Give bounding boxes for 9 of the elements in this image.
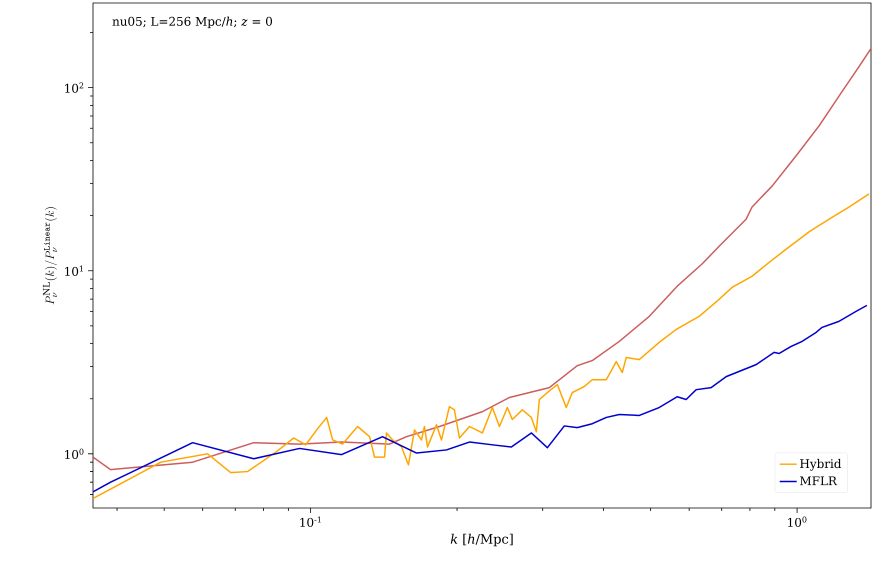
y-tick-label: 10$^{0}$ (65, 448, 84, 460)
y-axis-title: $P_\nu^{\mathrm{NL}}(k)/P_\nu^{\mathtt{Linear}}(k)$ (42, 207, 57, 304)
annotation: nu05; L=256 Mpc/h; z = 0 (112, 16, 272, 28)
x-axis-title: k [h/Mpc] (450, 534, 513, 546)
y-tick-label: 10$^{1}$ (65, 266, 83, 276)
y-tick-label: 10$^{2}$ (65, 82, 84, 93)
legend-label: Hybrid (800, 458, 842, 471)
legend-label: MFLR (800, 476, 838, 486)
x-tick-label: 10$^{-1}$ (300, 516, 321, 527)
